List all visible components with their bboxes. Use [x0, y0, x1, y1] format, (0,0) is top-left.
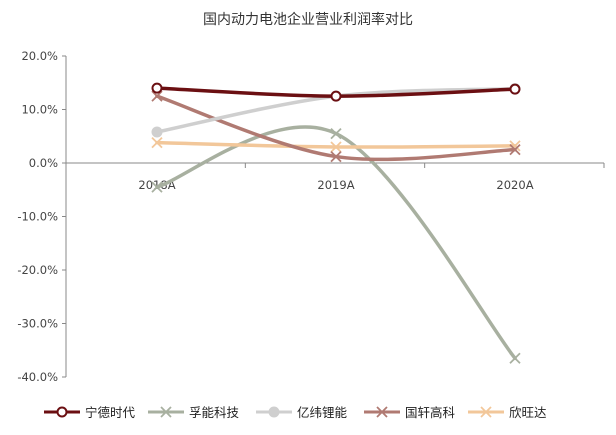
data-point: [151, 137, 163, 149]
x-tick-label: 2019A: [317, 178, 354, 192]
series-line: [155, 94, 517, 162]
legend-label: 国轩高科: [405, 405, 456, 420]
y-tick-label: 0.0%: [29, 156, 58, 170]
data-point: [509, 352, 521, 364]
series-2: [151, 125, 521, 364]
legend-item: 孚能科技: [148, 405, 240, 420]
marker-stroke: [151, 90, 163, 102]
legend-swatch-marker: [376, 406, 388, 418]
marker-stroke: [160, 406, 172, 418]
marker-stroke: [330, 127, 342, 140]
marker-stroke: [330, 141, 342, 153]
data-point: [330, 127, 342, 140]
marker-stroke: [480, 406, 492, 418]
data-point: [509, 83, 521, 95]
data-point: [509, 143, 521, 156]
legend-item: 亿纬锂能: [256, 405, 348, 420]
marker-stroke: [509, 352, 521, 364]
legend-item: 欣旺达: [468, 405, 547, 420]
legend-swatch-marker: [160, 406, 172, 418]
series-layer: [151, 82, 521, 364]
y-tick-label: 10.0%: [21, 103, 58, 117]
legend-label: 宁德时代: [85, 405, 136, 420]
marker-stroke: [376, 406, 388, 418]
y-tick-label: -40.0%: [17, 370, 58, 384]
series-1: [151, 82, 521, 102]
x-tick-label: 2020A: [496, 178, 533, 192]
data-point: [151, 90, 163, 102]
y-tick-label: -30.0%: [17, 317, 58, 331]
series-line: [155, 125, 517, 361]
legend-label: 孚能科技: [189, 405, 240, 420]
x-axis: 2018A 2019A 2020A: [65, 162, 605, 192]
marker-stroke: [151, 181, 163, 193]
data-point: [330, 90, 342, 102]
marker-stroke: [330, 150, 342, 163]
y-tick-label: -20.0%: [17, 263, 58, 277]
marker-stroke: [151, 137, 163, 149]
y-axis: 20.0% 10.0% 0.0% -10.0% -20.0% -30.0% -40.0%: [17, 49, 67, 384]
legend: 宁德时代 孚能科技 亿纬锂能 国轩高科 欣旺达: [44, 405, 547, 420]
series-5: [151, 137, 521, 153]
legend-swatch-marker: [268, 406, 280, 418]
data-point: [151, 181, 163, 193]
y-tick-label: -10.0%: [17, 210, 58, 224]
series-4: [151, 90, 521, 163]
legend-label: 欣旺达: [509, 405, 547, 420]
chart-title: 国内动力电池企业营业利润率对比: [203, 11, 413, 28]
legend-swatch-marker: [56, 406, 68, 418]
data-point: [151, 126, 163, 138]
data-point: [151, 82, 163, 94]
data-point: [330, 141, 342, 153]
legend-item: 国轩高科: [364, 405, 456, 420]
marker-stroke: [509, 143, 521, 156]
data-point: [330, 150, 342, 163]
y-tick-label: 20.0%: [21, 49, 58, 63]
legend-swatch-marker: [480, 406, 492, 418]
legend-item: 宁德时代: [44, 405, 136, 420]
legend-label: 亿纬锂能: [297, 405, 348, 420]
